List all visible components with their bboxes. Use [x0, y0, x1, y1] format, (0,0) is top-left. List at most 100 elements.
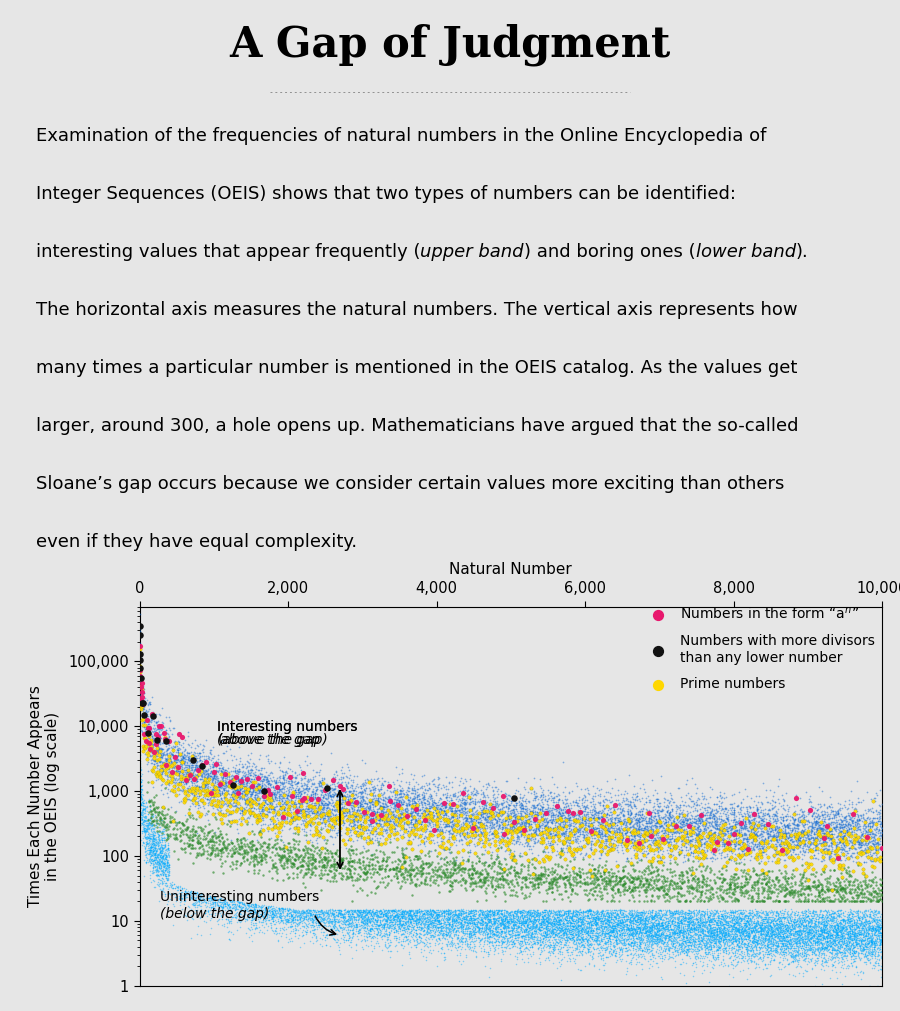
Point	[552, 829, 566, 845]
Point	[560, 908, 574, 924]
Point	[319, 788, 333, 804]
Point	[816, 913, 831, 929]
Point	[794, 923, 808, 939]
Point	[742, 800, 757, 816]
Point	[134, 648, 148, 664]
Point	[480, 917, 494, 933]
Point	[561, 947, 575, 963]
Point	[147, 872, 161, 889]
Point	[314, 902, 328, 918]
Point	[258, 901, 273, 917]
Point	[652, 816, 666, 832]
Point	[376, 910, 391, 926]
Point	[464, 866, 479, 883]
Point	[842, 840, 857, 856]
Point	[412, 904, 427, 920]
Point	[695, 788, 709, 804]
Point	[153, 841, 167, 857]
Point	[298, 838, 312, 854]
Point	[652, 910, 667, 926]
Point	[156, 824, 170, 840]
Point	[551, 929, 565, 945]
Point	[247, 755, 261, 771]
Point	[508, 866, 523, 883]
Point	[691, 922, 706, 938]
Point	[470, 805, 484, 821]
Point	[703, 807, 717, 823]
Point	[638, 937, 652, 953]
Point	[545, 904, 560, 920]
Point	[454, 824, 468, 840]
Point	[509, 782, 524, 798]
Point	[419, 811, 434, 827]
Point	[832, 903, 847, 919]
Point	[388, 909, 402, 925]
Point	[583, 875, 598, 891]
Point	[859, 911, 873, 927]
Point	[836, 828, 850, 844]
Point	[633, 921, 647, 937]
Point	[224, 778, 238, 795]
Point	[499, 908, 513, 924]
Point	[677, 874, 691, 890]
Point	[344, 792, 358, 808]
Point	[828, 921, 842, 937]
Point	[451, 930, 465, 946]
Point	[420, 911, 435, 927]
Point	[224, 807, 238, 823]
Point	[418, 817, 432, 833]
Point	[465, 815, 480, 831]
Point	[629, 912, 643, 928]
Point	[867, 912, 881, 928]
Point	[670, 910, 685, 926]
Point	[411, 861, 426, 878]
Point	[725, 931, 740, 947]
Point	[689, 926, 704, 942]
Point	[589, 800, 603, 816]
Point	[825, 933, 840, 949]
Point	[871, 950, 886, 967]
Point	[296, 852, 310, 868]
Point	[552, 925, 566, 941]
Point	[598, 942, 613, 958]
Point	[138, 812, 152, 828]
Point	[806, 923, 820, 939]
Point	[737, 888, 751, 904]
Point	[517, 909, 531, 925]
Point	[229, 756, 243, 772]
Point	[606, 835, 620, 851]
Point	[388, 928, 402, 944]
Point	[489, 905, 503, 921]
Point	[805, 910, 819, 926]
Point	[874, 815, 888, 831]
Point	[373, 912, 387, 928]
Point	[462, 929, 476, 945]
Point	[413, 803, 428, 819]
Point	[594, 826, 608, 842]
Point	[728, 930, 742, 946]
Point	[573, 928, 588, 944]
Point	[488, 915, 502, 931]
Point	[192, 788, 206, 804]
Point	[778, 802, 792, 818]
Point	[555, 928, 570, 944]
Point	[841, 923, 855, 939]
Point	[325, 801, 339, 817]
Point	[796, 935, 811, 951]
Point	[552, 879, 566, 895]
Point	[596, 909, 610, 925]
Point	[561, 831, 575, 847]
Point	[685, 825, 699, 841]
Point	[201, 775, 215, 792]
Point	[180, 754, 194, 770]
Point	[562, 810, 577, 826]
Point	[310, 918, 324, 934]
Point	[832, 888, 847, 904]
Point	[473, 816, 488, 832]
Point	[599, 904, 614, 920]
Point	[864, 909, 878, 925]
Point	[710, 789, 724, 805]
Point	[544, 821, 558, 837]
Point	[729, 830, 743, 846]
Point	[376, 903, 391, 919]
